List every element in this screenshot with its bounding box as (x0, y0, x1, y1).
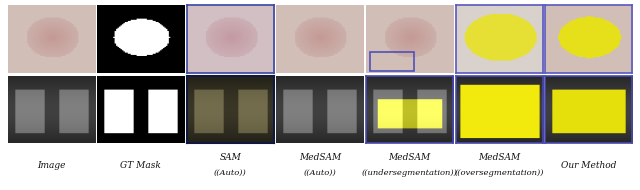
Text: ((undersegmentation)): ((undersegmentation)) (362, 169, 458, 177)
Text: ((oversegmentation)): ((oversegmentation)) (454, 169, 544, 177)
Text: ((Auto)): ((Auto)) (214, 169, 247, 177)
Text: MedSAM: MedSAM (388, 153, 431, 162)
Bar (371, 52, 414, 71)
Text: Image: Image (37, 161, 65, 170)
Text: MedSAM: MedSAM (299, 153, 341, 162)
Text: ((Auto)): ((Auto)) (303, 169, 337, 177)
Text: GT Mask: GT Mask (120, 161, 161, 170)
Text: Our Method: Our Method (561, 161, 616, 170)
Text: MedSAM: MedSAM (478, 153, 520, 162)
Text: SAM: SAM (220, 153, 241, 162)
